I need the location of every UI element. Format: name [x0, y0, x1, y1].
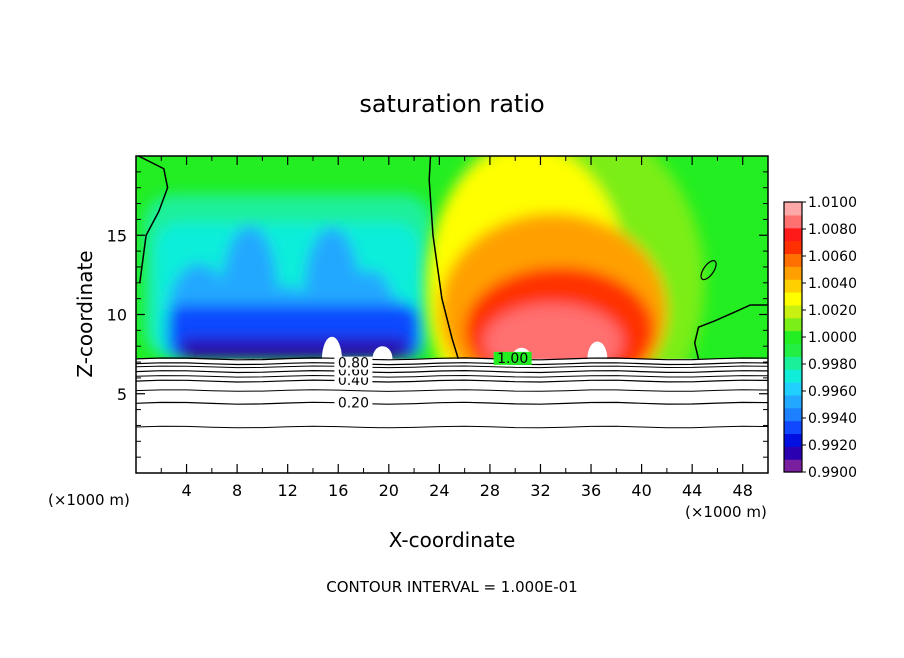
- colorbar-swatch-10: [784, 343, 802, 357]
- y-axis-label: Z-coordinate: [73, 250, 97, 377]
- y-tick-label-5: 5: [117, 385, 127, 404]
- colorbar-swatch-21: [784, 202, 802, 216]
- contour-line-extra-1: [135, 425, 769, 429]
- unshaded-area: [136, 358, 768, 473]
- x-tick-label-36: 36: [581, 481, 601, 500]
- moist-region: [143, 194, 434, 359]
- x-axis: 4 8 12 16 20 24 28 32 36 40 44 48: [160, 156, 753, 500]
- colorbar-swatch-16: [784, 266, 802, 280]
- unshaded-bump-2: [372, 346, 393, 372]
- contour-1.00-right: [693, 304, 768, 360]
- chart-title: saturation ratio: [359, 90, 544, 118]
- x-tick-label-16: 16: [328, 481, 348, 500]
- x-unit-label-right: (×1000 m): [685, 503, 767, 521]
- x-tick-label-32: 32: [530, 481, 550, 500]
- y-tick-label-15: 15: [107, 226, 127, 245]
- x-tick-label-12: 12: [278, 481, 298, 500]
- colorbar-swatch-19: [784, 227, 802, 242]
- contour-line-extra-2: [135, 389, 769, 392]
- contour-line-0.20: [135, 401, 769, 405]
- contour-line-1.00: [135, 357, 769, 361]
- x-tick-label-24: 24: [429, 481, 449, 500]
- contour-line-0.60: [135, 369, 769, 374]
- colorbar-swatch-3: [784, 433, 802, 447]
- colorbar-label-7: 0.9980: [808, 357, 857, 373]
- x-tick-label-28: 28: [480, 481, 500, 500]
- colorbar-label-1: 1.0100: [808, 195, 857, 211]
- moist-base: [180, 338, 408, 359]
- contour-lines: 0.200.400.600.80 1.00: [135, 155, 769, 429]
- colorbar-swatch-1: [784, 459, 802, 473]
- contour-label-0.20: 0.20: [338, 395, 369, 411]
- colorbar-swatch-11: [784, 330, 802, 345]
- colorbar-label-2: 1.0080: [808, 222, 857, 238]
- colorbar: 1.0100 1.0080 1.0060 1.0040 1.0020 1.0000 0.99…: [783, 195, 857, 481]
- colorbar-swatch-12: [784, 317, 802, 332]
- contour-label-bg-0.80: [334, 356, 373, 370]
- colorbar-label-6: 1.0000: [808, 330, 857, 346]
- colorbar-swatch-18: [784, 240, 802, 255]
- x-unit-label-left: (×1000 m): [48, 491, 130, 509]
- contour-line-extra-4: [135, 365, 769, 369]
- colorbar-swatch-7: [784, 382, 802, 396]
- contour-label-bg-0.20: [334, 396, 373, 410]
- colorbar-swatch-17: [784, 253, 802, 267]
- colorbar-swatch-9: [784, 356, 802, 370]
- colorbar-label-3: 1.0060: [808, 249, 857, 265]
- x-axis-label: X-coordinate: [389, 528, 516, 552]
- colorbar-swatch-20: [784, 214, 802, 229]
- colorbar-swatch-8: [784, 369, 802, 383]
- y-axis: 5 10 15: [107, 171, 768, 458]
- colorbar-swatch-2: [784, 446, 802, 460]
- colorbar-label-10: 0.9920: [808, 438, 857, 454]
- x-tick-label-4: 4: [181, 481, 191, 500]
- colorbar-swatch-13: [784, 304, 802, 319]
- colorbar-label-5: 1.0020: [808, 303, 857, 319]
- x-tick-label-8: 8: [232, 481, 242, 500]
- x-tick-label-40: 40: [631, 481, 651, 500]
- x-tick-label-20: 20: [379, 481, 399, 500]
- colorbar-label-9: 0.9940: [808, 411, 857, 427]
- x-tick-label-44: 44: [682, 481, 702, 500]
- colorbar-label-11: 0.9900: [808, 465, 857, 481]
- colorbar-swatch-14: [784, 292, 802, 306]
- contour-label-1.00: 1.00: [497, 351, 528, 367]
- contour-1.00-island: [700, 260, 717, 281]
- contour-label-bg-1.00: [493, 351, 532, 365]
- saturation-field: [136, 156, 768, 473]
- contour-label-0.80: 0.80: [338, 356, 369, 372]
- y-tick-label-10: 10: [107, 306, 127, 325]
- colorbar-swatch-5: [784, 407, 802, 422]
- contour-line-0.40: [135, 379, 769, 383]
- contour-line-extra-3: [135, 374, 769, 378]
- colorbar-swatch-15: [784, 279, 802, 293]
- contour-1.00-divide: [428, 155, 460, 360]
- unshaded-bump-4: [587, 341, 608, 377]
- contour-1.00-left: [138, 155, 169, 283]
- colorbar-label-8: 0.9960: [808, 384, 857, 400]
- x-tick-label-48: 48: [733, 481, 753, 500]
- colorbar-label-4: 1.0040: [808, 276, 857, 292]
- contour-line-0.80: [135, 362, 769, 366]
- contour-interval-note: CONTOUR INTERVAL = 1.000E-01: [326, 578, 577, 596]
- colorbar-swatch-6: [784, 394, 802, 409]
- colorbar-swatch-4: [784, 420, 802, 435]
